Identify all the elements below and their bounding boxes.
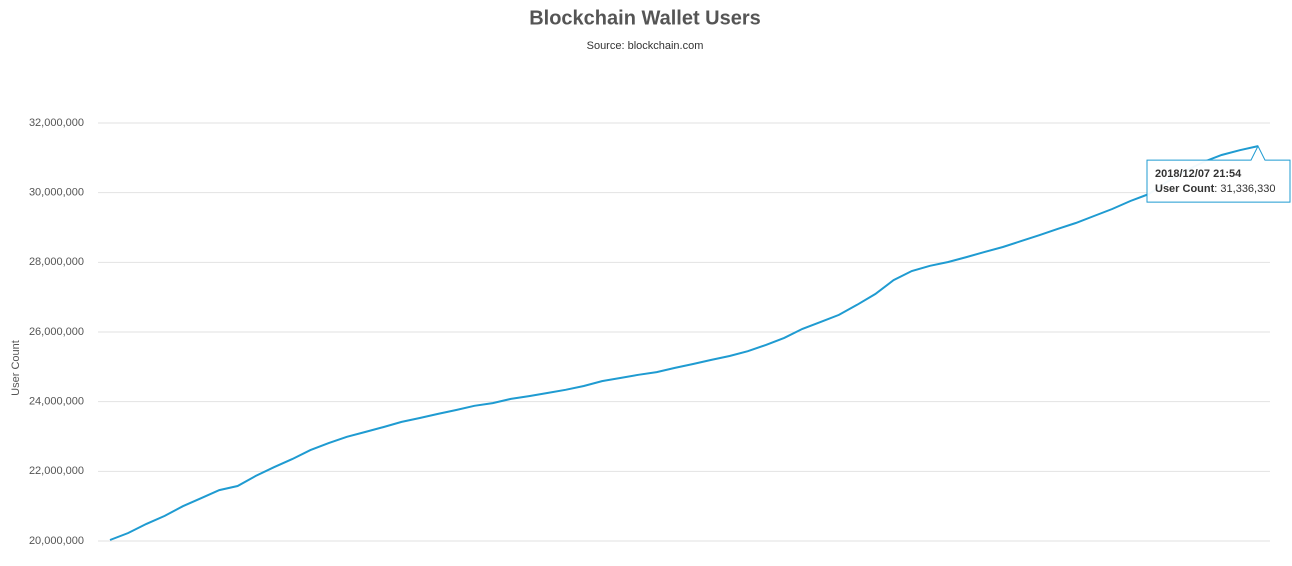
y-tick-label: 30,000,000 <box>29 187 84 199</box>
chart-subtitle: Source: blockchain.com <box>587 40 704 52</box>
tooltip-value: 31,336,330 <box>1220 183 1275 195</box>
line-series <box>109 145 1259 541</box>
y-tick-label: 24,000,000 <box>29 396 84 408</box>
y-axis-label: User Count <box>10 340 22 396</box>
tooltip-date: 2018/12/07 21:54 <box>1155 168 1242 180</box>
y-tick-label: 22,000,000 <box>29 465 84 477</box>
tooltip-separator: : <box>1214 183 1220 195</box>
y-tick-label: 32,000,000 <box>29 117 84 129</box>
y-tick-label: 28,000,000 <box>29 256 84 268</box>
y-tick-label: 26,000,000 <box>29 326 84 338</box>
tooltip-series-name: User Count <box>1155 183 1215 195</box>
tooltip-box <box>1146 144 1291 203</box>
y-tick-label: 20,000,000 <box>29 535 84 547</box>
chart-title: Blockchain Wallet Users <box>529 7 761 29</box>
tooltip-line: User Count: 31,336,330 <box>1155 183 1275 195</box>
